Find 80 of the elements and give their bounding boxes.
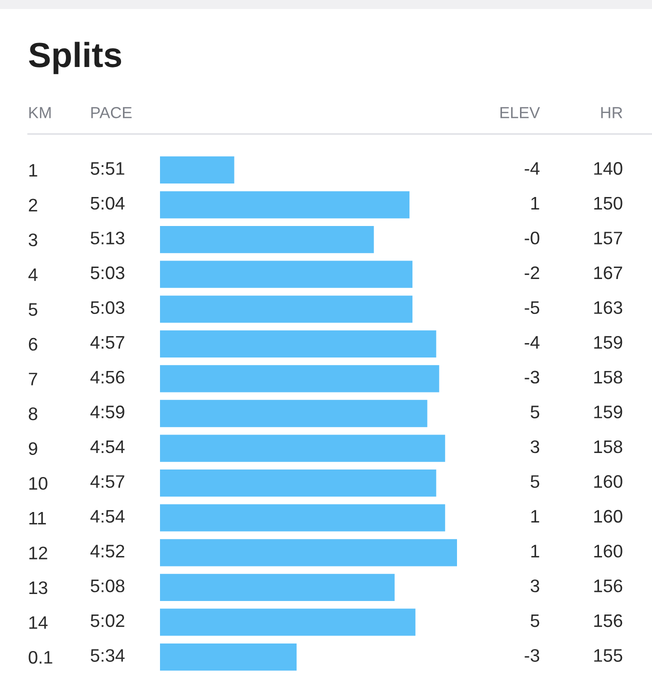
bar [160,365,440,392]
data-label: 5 [530,475,540,488]
bar [160,260,412,288]
text: HR [601,107,622,118]
data-label: 1 [531,544,540,558]
data-label: 4:57 [90,475,124,488]
y-tick-label: 12 [29,546,48,560]
y-tick-label: 9 [28,442,38,456]
data-label: 4:54 [90,510,125,523]
data-label: 1 [531,197,540,210]
data-label: -3 [524,649,540,662]
data-label: 158 [594,440,622,454]
data-label: -0 [524,232,540,244]
bar [160,434,446,462]
data-label: 163 [594,301,622,314]
data-label: 5 [530,406,540,418]
bar [160,330,436,358]
data-label: 158 [594,370,622,384]
y-tick-label: 13 [29,581,48,594]
data-label: 156 [594,614,622,628]
data-label: -2 [524,266,540,280]
y-tick-label: 2 [28,198,38,212]
data-label: 155 [594,649,622,662]
data-label: 5:08 [90,579,124,592]
data-label: 4:54 [90,440,125,454]
data-label: 5:51 [90,162,124,175]
data-label: 3 [530,579,540,592]
data-label: 160 [594,544,622,558]
y-tick-label: 3 [28,234,38,246]
bar [160,504,446,532]
y-tick-label: 5 [28,303,38,316]
data-label: -4 [524,162,540,175]
y-tick-label: 11 [29,512,46,524]
data-label: 5:03 [90,266,124,280]
data-label: -4 [524,336,540,349]
data-label: 160 [594,475,622,488]
data-label: 5:34 [90,649,125,662]
text: ELEV [500,107,540,118]
data-label: 4:56 [90,370,124,384]
data-label: 157 [594,232,622,244]
y-tick-label: 7 [28,372,38,386]
data-label: 4:57 [90,336,124,349]
bar [160,400,428,428]
bar [160,574,395,601]
data-label: 156 [594,579,622,592]
y-tick-label: 6 [28,338,38,351]
data-label: 159 [594,336,622,349]
data-label: 5:04 [90,196,125,210]
data-label: 5:03 [90,301,124,314]
data-label: 150 [594,196,622,210]
data-label: 159 [594,406,622,418]
bar [160,539,457,566]
data-label: 3 [530,440,540,454]
y-tick-label: 1 [29,164,38,177]
bar [160,296,412,323]
y-tick-label: 14 [29,616,48,629]
data-label: 140 [594,162,622,175]
data-label: 5:13 [90,232,124,244]
chart-title: Splits [29,42,122,74]
y-tick-label: 0.1 [28,650,52,664]
bar [160,608,416,636]
y-tick-label: 4 [28,268,38,281]
bar [160,191,410,218]
y-tick-label: 10 [29,477,48,490]
text: PACE [91,106,132,118]
bar [160,470,436,497]
data-label: -3 [524,370,540,384]
data-label: 160 [594,510,622,523]
data-label: 1 [531,510,540,523]
y-axis-title: KM [29,107,51,118]
data-label: 4:59 [90,406,124,418]
data-label: 5 [530,614,540,628]
bar [160,643,297,671]
bar [160,226,374,254]
data-label: 167 [594,266,622,280]
data-label: -5 [524,301,540,314]
data-label: 4:52 [90,544,124,558]
y-tick-label: 8 [28,407,38,420]
data-label: 5:02 [90,614,124,628]
bar [160,156,234,184]
